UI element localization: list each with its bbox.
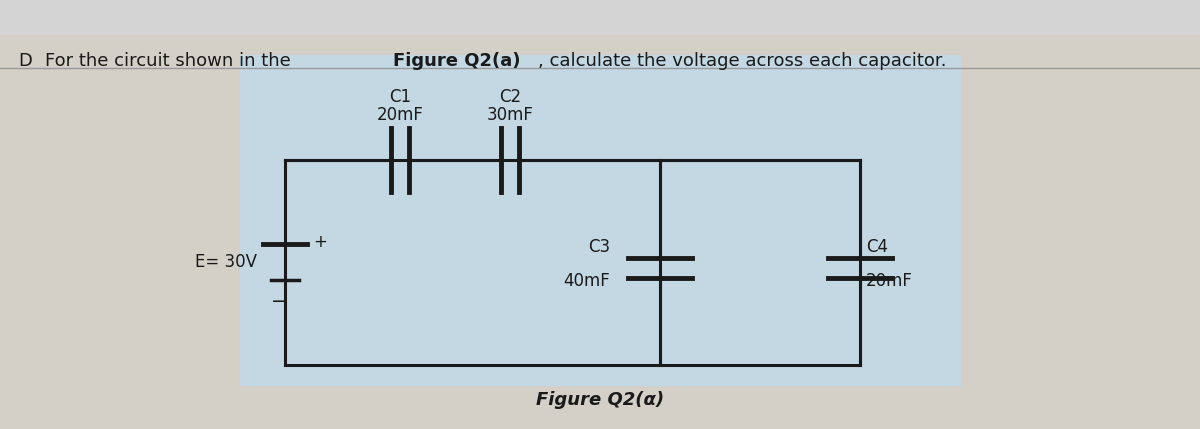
Text: 30mF: 30mF — [486, 106, 534, 124]
Text: Figure Q2(α): Figure Q2(α) — [536, 391, 664, 409]
Text: C1: C1 — [389, 88, 412, 106]
Text: E= 30V: E= 30V — [194, 253, 257, 271]
Text: C3: C3 — [588, 238, 610, 256]
Text: 20mF: 20mF — [377, 106, 424, 124]
Text: Figure Q2(a): Figure Q2(a) — [394, 52, 521, 70]
Bar — [240, 55, 960, 385]
Text: +: + — [313, 233, 326, 251]
Text: C4: C4 — [866, 238, 888, 256]
Text: For the circuit shown in the: For the circuit shown in the — [46, 52, 296, 70]
Bar — [0, 0, 1200, 35]
Text: 20mF: 20mF — [866, 272, 913, 290]
Text: C2: C2 — [499, 88, 521, 106]
Text: 40mF: 40mF — [563, 272, 610, 290]
Text: −: − — [271, 293, 287, 311]
Text: D: D — [18, 52, 32, 70]
Text: , calculate the voltage across each capacitor.: , calculate the voltage across each capa… — [538, 52, 947, 70]
